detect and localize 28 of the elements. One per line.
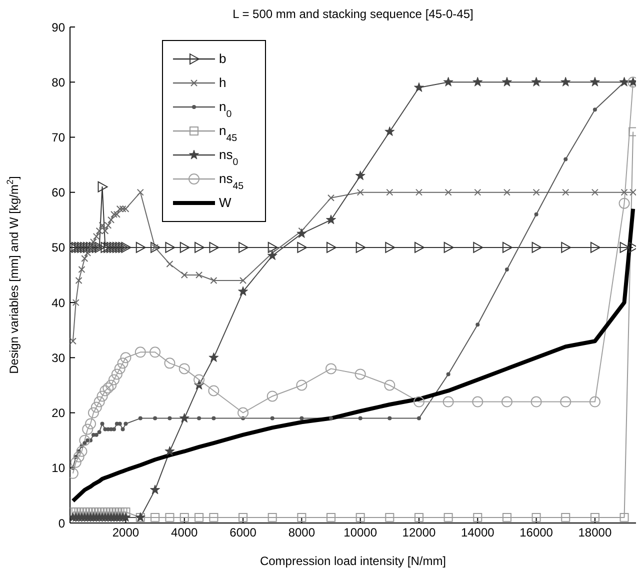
x-tick-label: 4000 — [171, 526, 198, 540]
x-axis-title: Compression load intensity [N/mm] — [260, 554, 446, 568]
x-tick-label: 18000 — [578, 526, 612, 540]
x-tick-label: 16000 — [520, 526, 554, 540]
y-tick-label: 80 — [52, 75, 66, 90]
x-tick-label: 6000 — [230, 526, 257, 540]
x-tick-label: 10000 — [344, 526, 378, 540]
legend-label: W — [219, 195, 232, 210]
legend-label: b — [219, 51, 226, 66]
legend-label: ns$_{0}$ — [219, 147, 239, 168]
y-tick-label: 70 — [52, 130, 66, 144]
legend-label: h — [219, 75, 226, 90]
legend-label: n$_{45}$ — [219, 123, 238, 144]
x-tick-label: 2000 — [112, 526, 140, 540]
y-tick-label: 30 — [52, 350, 66, 365]
x-tick-label: 12000 — [402, 526, 436, 540]
y-tick-label: 90 — [52, 20, 66, 34]
y-tick-label: 40 — [52, 296, 66, 310]
x-tick-label: 8000 — [288, 526, 316, 540]
chart-title: L = 500 mm and stacking sequence [45-0-45] — [232, 7, 474, 21]
x-tick-label: 14000 — [460, 526, 495, 540]
y-tick-label: 60 — [52, 186, 66, 200]
y-tick-label: 20 — [52, 406, 66, 420]
y-tick-label: 0 — [58, 516, 66, 530]
legend-label: ns$_{45}$ — [219, 171, 244, 192]
legend-label: n$_{0}$ — [219, 99, 232, 120]
y-tick-label: 50 — [52, 240, 66, 255]
y-tick-label: 10 — [52, 461, 66, 476]
